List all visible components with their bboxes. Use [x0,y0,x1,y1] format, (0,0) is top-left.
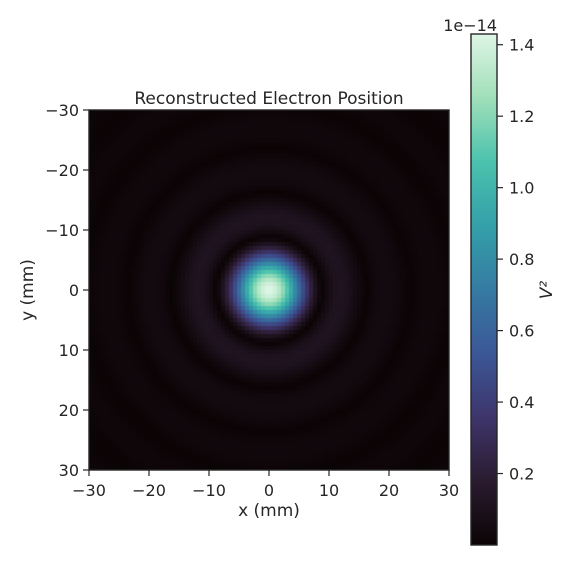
y-tick-label: 0 [69,281,79,300]
y-tick-label: 20 [59,401,79,420]
x-tick-label: −30 [72,481,106,500]
chart-title: Reconstructed Electron Position [134,89,403,109]
colorbar-tick-label: 1.4 [509,36,534,55]
y-tick-label: 30 [59,461,79,480]
colorbar-label: V² [537,281,557,300]
y-tick-label: 10 [59,341,79,360]
y-axis: −30 −20 −10 0 10 20 30 [45,101,89,480]
colorbar-tick-label: 0.8 [509,250,534,269]
x-tick-label: 10 [319,481,339,500]
colorbar-tick-label: 1.0 [509,179,534,198]
y-tick-label: −10 [45,221,79,240]
y-axis-label: y (mm) [18,259,38,321]
y-tick-label: −20 [45,161,79,180]
colorbar-tick-label: 1.2 [509,107,534,126]
heatmap-area [89,110,449,470]
colorbar-axis: 0.2 0.4 0.6 0.8 1.0 1.2 1.4 [497,36,534,484]
colorbar-scale-text: 1e−14 [443,16,497,35]
colorbar-tick-label: 0.6 [509,322,534,341]
x-tick-label: −20 [132,481,166,500]
heatmap-canvas [89,110,449,470]
x-tick-label: 0 [264,481,274,500]
colorbar-tick-label: 0.4 [509,393,534,412]
y-tick-label: −30 [45,101,79,120]
x-axis-label: x (mm) [238,501,300,521]
x-tick-label: 20 [379,481,399,500]
colorbar [470,33,498,546]
x-tick-label: 30 [439,481,459,500]
colorbar-tick-label: 0.2 [509,465,534,484]
x-tick-label: −10 [192,481,226,500]
x-axis: −30 −20 −10 0 10 20 30 [72,470,459,500]
